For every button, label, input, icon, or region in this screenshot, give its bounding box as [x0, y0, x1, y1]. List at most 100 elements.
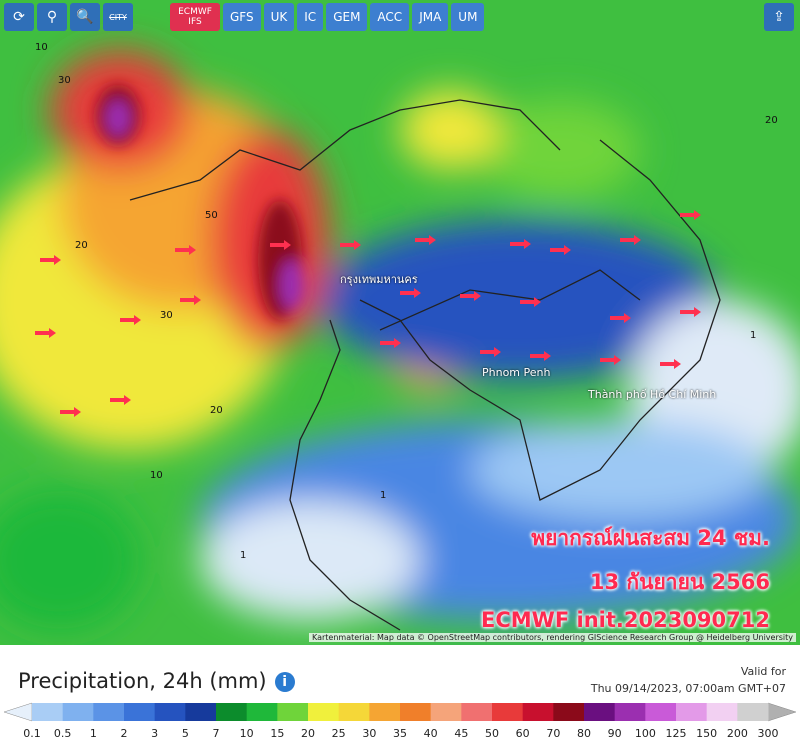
colorbar-label: 2 [121, 727, 128, 740]
colorbar-label: 45 [454, 727, 468, 740]
colorbar-label: 15 [270, 727, 284, 740]
colorbar-label: 5 [182, 727, 189, 740]
colorbar-bin [676, 703, 708, 721]
wind-arrow [530, 351, 551, 361]
wind-arrow [120, 315, 141, 325]
colorbar-bin [584, 703, 616, 721]
colorbar: 0.1 0.5 1 2 3 5 7 10 15 20 25 30 35 40 45 50 60 70 80 90 100… [3, 702, 797, 740]
wind-arrow [380, 338, 401, 348]
wind-arrow [60, 407, 81, 417]
wind-arrow [510, 239, 531, 249]
model-button[interactable]: UK [263, 3, 295, 31]
wind-arrow [460, 291, 481, 301]
colorbar-bin [400, 703, 432, 721]
location-button[interactable]: ⚲ [37, 3, 67, 31]
colorbar-bin [154, 703, 186, 721]
wind-arrow [35, 328, 56, 338]
colorbar-bin [185, 703, 217, 721]
overlay-init: ECMWF init.2023090712 [481, 608, 770, 632]
map-label: 20 [75, 240, 88, 251]
map-label: 10 [150, 470, 163, 481]
wind-arrow [110, 395, 131, 405]
colorbar-label: 35 [393, 727, 407, 740]
model-button[interactable]: ECMWF IFS [170, 3, 220, 31]
wind-arrow [620, 235, 641, 245]
map-label: 30 [58, 75, 71, 86]
wind-arrow [270, 240, 291, 250]
refresh-button[interactable]: ⟳ [4, 3, 34, 31]
share-button[interactable]: ⇪ [764, 3, 794, 31]
wind-arrow [175, 245, 196, 255]
wind-arrow [610, 313, 631, 323]
colorbar-bin [369, 703, 401, 721]
zoom-button[interactable]: 🔍 [70, 3, 100, 31]
toolbar: ⟳ ⚲ 🔍 CITY [4, 3, 133, 31]
model-button[interactable]: IC [297, 3, 324, 31]
colorbar-label: 150 [696, 727, 717, 740]
colorbar-bin [553, 703, 585, 721]
model-button[interactable]: UM [451, 3, 485, 31]
model-button[interactable]: ACC [370, 3, 410, 31]
map-label: 50 [205, 210, 218, 221]
colorbar-label: 10 [240, 727, 254, 740]
colorbar-label: 0.1 [23, 727, 41, 740]
colorbar-label: 1 [90, 727, 97, 740]
attribution: Kartenmaterial: Map data © OpenStreetMap… [308, 633, 796, 642]
colorbar-bin [216, 703, 248, 721]
colorbar-label: 90 [608, 727, 622, 740]
colorbar-under [3, 702, 33, 722]
map-label: กรุงเทพมหานคร [340, 273, 418, 286]
colorbar-bin [645, 703, 677, 721]
map-label: 1 [380, 490, 387, 501]
wind-arrow [340, 240, 361, 250]
map-label: 20 [210, 405, 223, 416]
map-label: Thành phố Hồ Chí Minh [588, 388, 717, 401]
wind-arrow [180, 295, 201, 305]
colorbar-bin [32, 703, 64, 721]
wind-arrow [40, 255, 61, 265]
colorbar-bin [614, 703, 646, 721]
model-button[interactable]: GEM [326, 3, 368, 31]
colorbar-bin [308, 703, 340, 721]
colorbar-label: 25 [332, 727, 346, 740]
info-button[interactable]: i [274, 672, 295, 692]
map [0, 0, 800, 645]
colorbar-label: 125 [666, 727, 687, 740]
legend-panel: Precipitation, 24h (mm) i Valid for Thu 0… [0, 645, 800, 745]
wind-arrow [550, 245, 571, 255]
colorbar-bin [338, 703, 370, 721]
model-button[interactable]: JMA [412, 3, 449, 31]
valid-label: Valid for [740, 665, 786, 678]
wind-arrow [660, 359, 681, 369]
overlay-title: พยากรณ์ฝนสะสม 24 ชม. [531, 526, 770, 550]
colorbar-bin [522, 703, 554, 721]
colorbar-bin [246, 703, 278, 721]
colorbar-bin [93, 703, 125, 721]
map-label: 1 [750, 330, 757, 341]
colorbar-bin [277, 703, 309, 721]
model-selector: ECMWF IFS GFS UK IC GEM ACC JMA UM [170, 3, 485, 31]
colorbar-bin [492, 703, 524, 721]
map-label: 10 [35, 42, 48, 53]
map-label: 30 [160, 310, 173, 321]
wind-arrows [35, 210, 701, 417]
colorbar-bin [62, 703, 94, 721]
colorbar-label: 30 [362, 727, 376, 740]
colorbar-label: 200 [727, 727, 748, 740]
colorbar-bin [430, 703, 462, 721]
city-button[interactable]: CITY [103, 3, 133, 31]
valid-time: Thu 09/14/2023, 07:00am GMT+07 [590, 682, 786, 695]
colorbar-label: 40 [424, 727, 438, 740]
colorbar-label: 60 [516, 727, 530, 740]
overlay-date: 13 กันยายน 2566 [589, 570, 770, 594]
model-button[interactable]: GFS [223, 3, 261, 31]
colorbar-label: 7 [213, 727, 220, 740]
wind-arrow [680, 307, 701, 317]
colorbar-label: 50 [485, 727, 499, 740]
wind-arrow [520, 297, 541, 307]
colorbar-bin [124, 703, 156, 721]
colorbar-label: 3 [151, 727, 158, 740]
legend-title: Precipitation, 24h (mm) i [18, 669, 295, 693]
colorbar-bin [706, 703, 738, 721]
